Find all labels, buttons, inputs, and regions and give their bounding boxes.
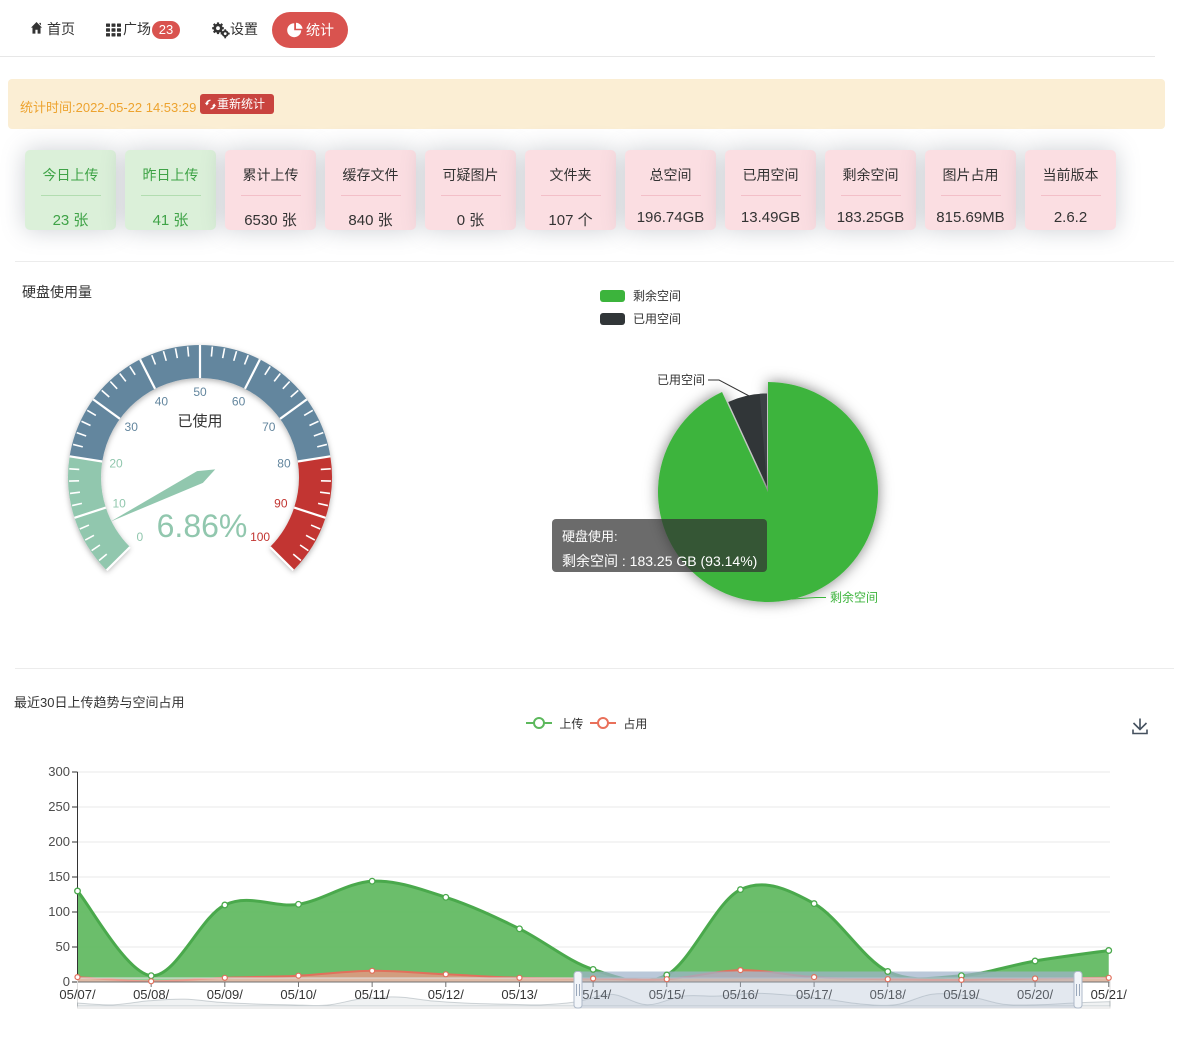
- svg-text:05/11/: 05/11/: [355, 987, 391, 1002]
- svg-text:05/14/: 05/14/: [575, 987, 612, 1002]
- svg-text:100: 100: [250, 530, 270, 544]
- svg-text:200: 200: [48, 834, 70, 849]
- svg-text:已使用: 已使用: [177, 413, 222, 430]
- svg-text:6.86%: 6.86%: [157, 508, 248, 544]
- svg-text:250: 250: [48, 799, 70, 814]
- svg-text:100: 100: [48, 904, 70, 919]
- svg-text:剩余空间: 剩余空间: [830, 590, 878, 605]
- svg-text:0: 0: [63, 974, 70, 989]
- svg-text:60: 60: [232, 394, 246, 408]
- svg-text:30: 30: [125, 420, 139, 434]
- svg-text:05/19/: 05/19/: [943, 987, 980, 1002]
- svg-text:300: 300: [48, 764, 70, 779]
- svg-text:05/09/: 05/09/: [207, 987, 244, 1002]
- svg-text:05/15/: 05/15/: [649, 987, 686, 1002]
- svg-text:05/07/: 05/07/: [59, 987, 96, 1002]
- svg-text:05/12/: 05/12/: [428, 987, 465, 1002]
- svg-text:05/16/: 05/16/: [722, 987, 759, 1002]
- svg-text:80: 80: [277, 457, 291, 471]
- svg-text:70: 70: [262, 420, 276, 434]
- svg-text:90: 90: [274, 496, 288, 510]
- svg-text:05/08/: 05/08/: [133, 987, 170, 1002]
- svg-text:50: 50: [193, 385, 207, 399]
- svg-text:05/10/: 05/10/: [280, 987, 317, 1002]
- svg-text:40: 40: [155, 394, 169, 408]
- svg-text:05/20/: 05/20/: [1017, 987, 1054, 1002]
- svg-text:05/21/: 05/21/: [1091, 987, 1128, 1002]
- svg-text:150: 150: [48, 869, 70, 884]
- svg-text:0: 0: [137, 530, 144, 544]
- svg-text:50: 50: [56, 939, 70, 954]
- svg-text:05/17/: 05/17/: [796, 987, 833, 1002]
- svg-text:20: 20: [109, 457, 123, 471]
- svg-text:05/18/: 05/18/: [870, 987, 907, 1002]
- svg-text:05/13/: 05/13/: [501, 987, 538, 1002]
- svg-text:10: 10: [112, 496, 126, 510]
- svg-text:已用空间: 已用空间: [657, 373, 705, 387]
